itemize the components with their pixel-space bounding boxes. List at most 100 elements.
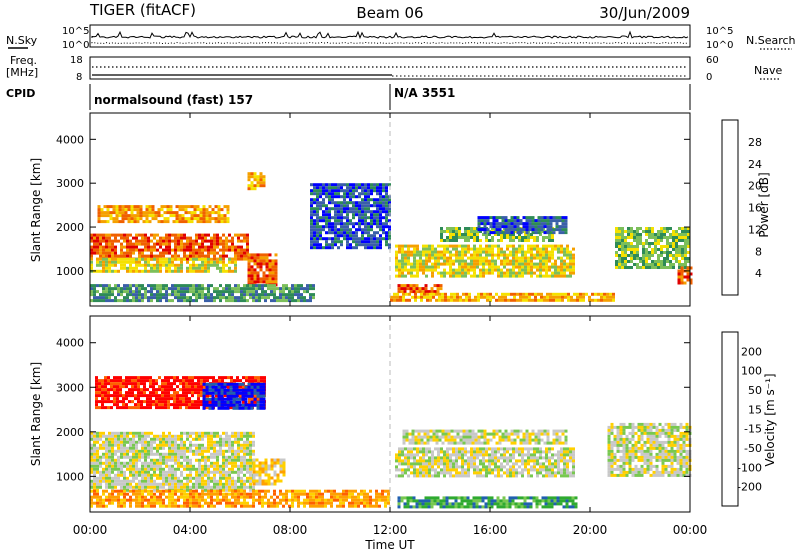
velocity-cell-3: [202, 394, 206, 398]
velocity-cell-0: [108, 473, 111, 477]
power-cell-7: [431, 244, 434, 248]
velocity-cell-2: [185, 391, 188, 395]
velocity-cell-0: [135, 467, 138, 471]
power-cell-2: [151, 208, 155, 212]
power-cell-2: [121, 211, 125, 215]
velocity-cell-2: [125, 385, 128, 389]
power-cell-5: [204, 296, 207, 300]
power-cell-9: [498, 216, 502, 220]
power-cell-5: [312, 293, 315, 297]
power-cell-9: [534, 222, 538, 226]
velocity-cell-1: [267, 467, 271, 471]
power-cell-2: [151, 205, 155, 209]
velocity-cell-3: [223, 406, 227, 410]
power-cell-5: [255, 287, 258, 291]
power-cell-6: [370, 228, 373, 232]
velocity-cell-0: [102, 476, 105, 480]
power-cell-7: [542, 250, 545, 254]
power-cell-4: [247, 187, 251, 191]
velocity-cell-0: [150, 479, 153, 483]
velocity-cell-0: [144, 485, 147, 489]
power-cell-11: [594, 292, 597, 296]
power-cell-9: [549, 228, 553, 232]
power-cell-7: [488, 247, 491, 251]
velocity-cell-3: [214, 397, 218, 401]
velocity-cell-2: [248, 379, 251, 383]
power-cell-3: [271, 262, 275, 266]
velocity-cell-0: [204, 482, 207, 486]
power-cell-5: [138, 287, 141, 291]
power-cell-6: [331, 207, 334, 211]
velocity-cell-1: [270, 476, 274, 480]
velocity-cell-2: [95, 376, 98, 380]
power-cell-6: [355, 228, 358, 232]
power-cell-12: [675, 236, 678, 239]
power-cell-0: [102, 248, 105, 252]
power-cell-0: [168, 248, 171, 252]
power-cell-7: [515, 262, 518, 266]
power-cell-12: [684, 233, 687, 236]
velocity-cell-0: [204, 434, 207, 438]
velocity-cell-2: [173, 403, 176, 407]
power-cell-6: [385, 219, 388, 223]
velocity-cell-0: [240, 434, 243, 438]
power-cell-7: [548, 274, 551, 278]
power-cell-9: [543, 225, 547, 229]
power-cell-7: [416, 265, 419, 269]
power-cell-7: [464, 262, 467, 266]
velocity-cell-2: [131, 382, 134, 386]
power-cell-0: [180, 239, 183, 243]
power-cell-6: [325, 237, 328, 241]
power-cell-12: [672, 257, 675, 260]
velocity-cell-0: [147, 431, 150, 435]
power-cell-0: [216, 245, 219, 249]
power-cell-8: [479, 239, 482, 242]
velocity-cell-3: [241, 406, 245, 410]
velocity-cell-0: [177, 485, 180, 489]
power-cell-0: [138, 242, 141, 246]
power-cell-6: [316, 225, 319, 229]
velocity-cell-0: [198, 431, 201, 435]
power-cell-7: [512, 268, 515, 272]
power-cell-0: [234, 251, 237, 255]
power-cell-7: [449, 262, 452, 266]
power-cell-12: [657, 257, 660, 260]
power-cell-5: [279, 296, 282, 300]
power-cell-11: [414, 298, 417, 302]
power-cell-5: [168, 287, 171, 291]
power-cell-6: [340, 183, 343, 187]
velocity-cell-2: [173, 406, 176, 410]
power-cell-12: [666, 230, 669, 233]
power-cell-5: [213, 299, 216, 303]
power-cell-0: [114, 251, 117, 255]
velocity-cell-0: [231, 470, 234, 474]
power-cell-6: [337, 207, 340, 211]
power-cell-0: [192, 239, 195, 243]
power-cell-9: [525, 231, 529, 235]
power-cell-1: [219, 269, 222, 273]
velocity-cell-0: [177, 482, 180, 486]
power-cell-5: [195, 293, 198, 297]
velocity-cell-0: [180, 470, 183, 474]
power-cell-4: [256, 184, 260, 188]
power-cell-11: [435, 292, 438, 296]
power-cell-2: [139, 205, 143, 209]
velocity-cell-0: [165, 437, 168, 441]
power-cell-5: [291, 287, 294, 291]
power-cell-4: [256, 178, 260, 182]
velocity-cell-0: [120, 431, 123, 435]
power-cell-7: [530, 256, 533, 260]
power-cell-8: [470, 230, 473, 233]
power-cell-0: [204, 233, 207, 237]
velocity-cell-2: [161, 394, 164, 398]
velocity-cell-2: [113, 397, 116, 401]
velocity-cell-0: [99, 437, 102, 441]
power-cell-8: [518, 239, 521, 242]
power-cell-9: [564, 219, 568, 223]
power-cell-0: [129, 233, 132, 237]
power-cell-12: [654, 236, 657, 239]
velocity-cell-2: [113, 400, 116, 404]
velocity-cell-2: [107, 400, 110, 404]
power-cell-7: [566, 268, 569, 272]
power-cell-3: [250, 268, 254, 272]
